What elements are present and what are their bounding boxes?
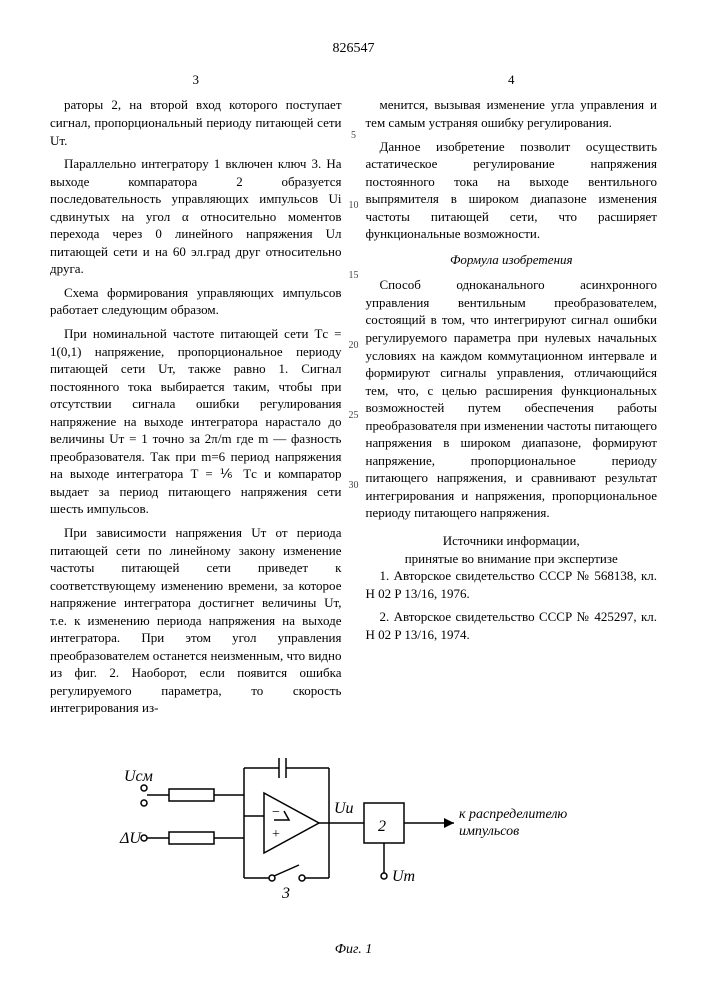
- line-num-15: 15: [349, 269, 359, 283]
- left-p4: При номинальной частоте питающей сети Tс…: [50, 325, 342, 518]
- svg-text:ΔU: ΔU: [119, 830, 142, 847]
- svg-text:Uт: Uт: [392, 868, 415, 885]
- right-col-number: 4: [366, 71, 658, 89]
- svg-text:+: +: [272, 827, 280, 842]
- line-num-30: 30: [349, 479, 359, 493]
- line-num-10: 10: [349, 199, 359, 213]
- svg-text:Uсм: Uсм: [124, 768, 153, 785]
- line-num-20: 20: [349, 339, 359, 353]
- svg-text:3: 3: [281, 885, 290, 902]
- line-num-25: 25: [349, 409, 359, 423]
- patent-number: 826547: [50, 40, 657, 59]
- ref1: 1. Авторское свидетельство СССР № 568138…: [366, 567, 658, 602]
- circuit-diagram: Uсм ΔU − +3 Uи 2 к распределителю импульсов Uт: [114, 753, 594, 933]
- right-p1: менится, вызывая изменение угла управлен…: [366, 96, 658, 131]
- svg-text:к распределителю: к распределителю: [459, 807, 567, 822]
- left-col-number: 3: [50, 71, 342, 89]
- right-p2: Данное изобретение позволит осуществить …: [366, 138, 658, 243]
- ref2: 2. Авторское свидетельство СССР № 425297…: [366, 608, 658, 643]
- svg-text:−: −: [272, 805, 280, 820]
- left-p1: раторы 2, на второй вход которого поступ…: [50, 96, 342, 149]
- left-p5: При зависимости напряжения Uт от периода…: [50, 524, 342, 717]
- left-p3: Схема формирования управляющих импульсов…: [50, 284, 342, 319]
- sources-heading: Источники информации, принятые во вниман…: [366, 532, 658, 567]
- left-column: 3 раторы 2, на второй вход которого пост…: [50, 71, 342, 723]
- svg-text:2: 2: [378, 818, 386, 835]
- figure-caption: Фиг. 1: [50, 941, 657, 960]
- text-columns-wrap: 3 раторы 2, на второй вход которого пост…: [50, 71, 657, 723]
- formula-heading: Формула изобретения: [366, 251, 658, 269]
- figure-1: Uсм ΔU − +3 Uи 2 к распределителю импульсов Uт Ф…: [50, 753, 657, 960]
- right-column: 4 менится, вызывая изменение угла управл…: [366, 71, 658, 723]
- line-num-5: 5: [351, 129, 356, 143]
- right-p3: Способ одноканального асинхронного управ…: [366, 276, 658, 522]
- left-p2: Параллельно интегратору 1 включен ключ 3…: [50, 155, 342, 278]
- svg-text:Uи: Uи: [334, 800, 354, 817]
- two-column-layout: 3 раторы 2, на второй вход которого пост…: [50, 71, 657, 723]
- svg-text:импульсов: импульсов: [459, 824, 519, 839]
